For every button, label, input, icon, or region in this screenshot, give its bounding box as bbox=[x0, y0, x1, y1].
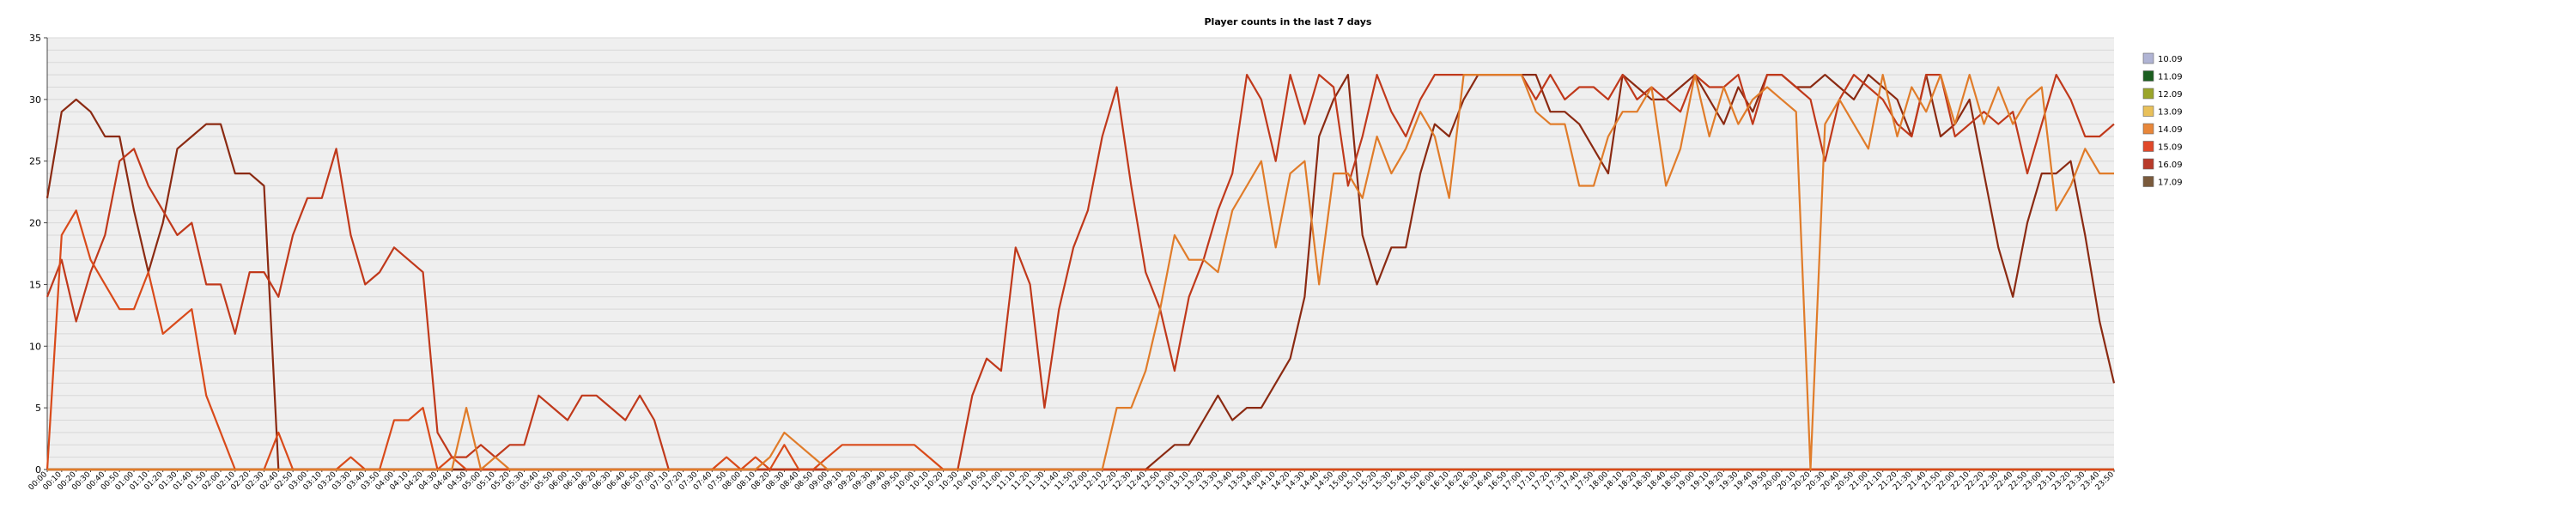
y-tick-label: 30 bbox=[29, 94, 41, 106]
legend-swatch bbox=[2142, 158, 2154, 170]
legend-swatch bbox=[2142, 88, 2154, 100]
legend-label: 12.09 bbox=[2158, 90, 2183, 100]
legend-label: 17.09 bbox=[2158, 179, 2183, 188]
legend-label: 14.09 bbox=[2158, 125, 2183, 135]
y-tick-label: 20 bbox=[29, 218, 41, 229]
legend-swatch bbox=[2142, 106, 2154, 117]
y-tick-label: 10 bbox=[29, 341, 41, 352]
y-tick-label: 15 bbox=[29, 279, 41, 290]
legend-swatch bbox=[2142, 52, 2154, 64]
legend: 10.09 11.09 12.09 13.09 14.09 15.09 16.09 17.09 bbox=[2142, 52, 2183, 188]
series-line-s11 bbox=[47, 73, 2114, 471]
y-tick-label: 0 bbox=[35, 464, 41, 476]
y-tick-label: 35 bbox=[29, 33, 41, 44]
legend-label: 15.09 bbox=[2158, 143, 2183, 153]
plot-area bbox=[47, 38, 2114, 470]
legend-swatch bbox=[2142, 141, 2154, 152]
legend-label: 10.09 bbox=[2158, 55, 2183, 64]
legend-label: 16.09 bbox=[2158, 161, 2183, 170]
series-lines bbox=[46, 73, 2116, 471]
legend-swatch bbox=[2142, 123, 2154, 135]
legend-label: 13.09 bbox=[2158, 108, 2183, 118]
y-axis: 0 5 10 15 20 25 30 35 bbox=[29, 33, 48, 476]
legend-swatch bbox=[2142, 70, 2154, 82]
grid-lines bbox=[47, 37, 2114, 470]
y-tick-label: 25 bbox=[29, 156, 41, 167]
x-axis: 00:0000:1000:2000:3000:4000:5001:0001:10… bbox=[27, 469, 2116, 492]
y-tick-label: 5 bbox=[35, 403, 41, 414]
chart-title: Player counts in the last 7 days bbox=[1205, 16, 1372, 27]
legend-swatch bbox=[2142, 176, 2154, 187]
legend-label: 11.09 bbox=[2158, 73, 2183, 82]
series-line-s9 bbox=[46, 73, 2115, 471]
